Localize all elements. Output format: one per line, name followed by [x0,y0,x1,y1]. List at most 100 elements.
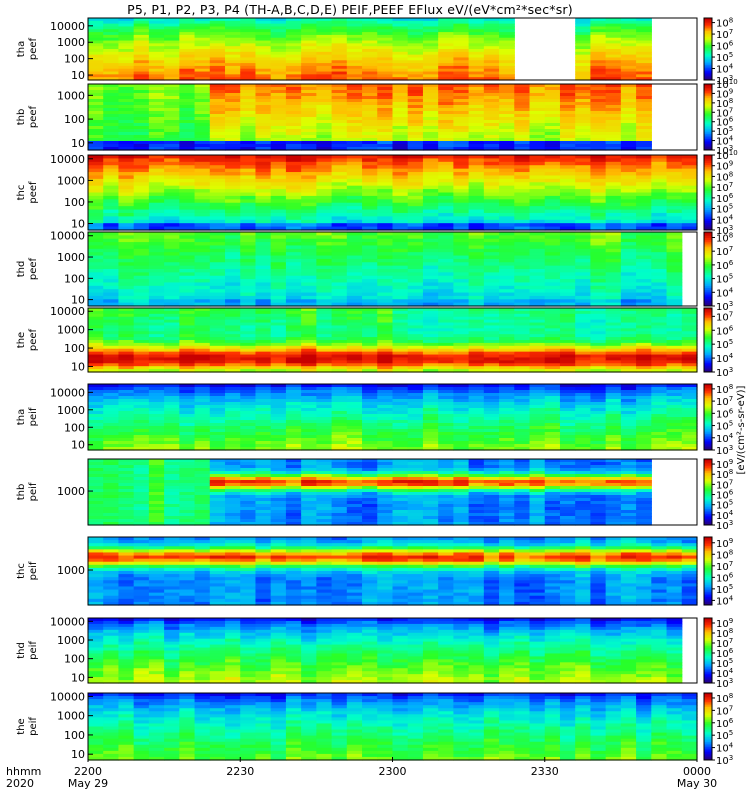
spectrogram-cell [590,426,607,430]
spectrogram-cell [346,248,363,253]
spectrogram-cell [377,387,394,391]
spectrogram-cell [316,132,333,136]
spectrogram-cell [209,342,226,347]
spectrogram-cell [316,282,333,287]
spectrogram-cell [179,126,196,130]
panel-probe-label: the [16,332,27,348]
spectrogram-cell [422,319,439,324]
spectrogram-cell [240,279,257,284]
spectrogram-cell [392,299,409,304]
spectrogram-cell [331,226,348,231]
spectrogram-cell [362,185,378,190]
spectrogram-cell [438,172,454,177]
spectrogram-cell [225,289,241,294]
spectrogram-cell [179,299,196,304]
spectrogram-cell [133,441,150,445]
spectrogram-cell [225,185,241,190]
spectrogram-cell [118,423,135,427]
spectrogram-cell [377,165,394,170]
spectrogram-cell [346,23,363,28]
spectrogram-cell [392,282,409,287]
spectrogram-cell [88,302,104,307]
spectrogram-cell [331,387,348,391]
spectrogram-cell [438,18,454,22]
spectrogram-cell [529,172,546,177]
spectrogram-cell [483,387,500,391]
spectrogram-cell [590,172,607,177]
spectrogram-cell [362,46,378,50]
spectrogram-cell [362,43,378,47]
spectrogram-cell [179,334,196,338]
spectrogram-cell [331,405,348,409]
spectrogram-cell [529,387,546,391]
spectrogram-cell [407,223,424,228]
spectrogram-cell [544,429,561,433]
spectrogram-cell [148,390,165,394]
spectrogram-cell [468,340,485,344]
spectrogram-cell [225,105,241,109]
spectrogram-cell [133,206,150,211]
spectrogram-cell [179,158,196,163]
spectrogram-cell [636,63,652,67]
spectrogram-cell [636,265,652,270]
spectrogram-cell [605,77,622,81]
spectrogram-cell [666,175,683,180]
spectrogram-cell [118,46,135,50]
spectrogram-cell [240,123,257,127]
spectrogram-cell [133,161,150,166]
spectrogram-cell [240,102,257,106]
spectrogram-cell [316,120,333,124]
spectrogram-cell [544,138,561,142]
spectrogram-cell [255,195,272,200]
spectrogram-cell [194,96,211,100]
spectrogram-cell [468,132,485,136]
spectrogram-cell [544,390,561,394]
spectrogram-cell [331,185,348,190]
spectrogram-cell [575,337,592,341]
spectrogram-cell [590,242,607,247]
spectrogram-cell [651,357,668,361]
spectrogram-cell [590,123,607,127]
spectrogram-cell [681,337,698,341]
spectrogram-cell [499,438,515,442]
spectrogram-cell [407,178,424,183]
spectrogram-cell [438,20,454,25]
spectrogram-cell [194,123,211,127]
spectrogram-cell [559,178,576,183]
spectrogram-cell [255,289,272,294]
spectrogram-cell [346,87,363,91]
spectrogram-cell [666,285,683,290]
spectrogram-cell [407,99,424,103]
spectrogram-cell [453,292,470,297]
spectrogram-cell [422,126,439,130]
spectrogram-cell [590,316,607,321]
spectrogram-cell [422,325,439,329]
spectrogram-cell [209,99,226,103]
spectrogram-cell [316,178,333,183]
spectrogram-cell [529,292,546,297]
spectrogram-cell [285,111,302,115]
spectrogram-cell [468,129,485,133]
spectrogram-cell [285,279,302,284]
spectrogram-cell [133,275,150,280]
spectrogram-cell [605,144,622,148]
spectrogram-cell [605,432,622,436]
spectrogram-cell [651,209,668,214]
spectrogram-cell [544,223,561,228]
spectrogram-cell [575,49,592,53]
spectrogram-cell [392,265,409,270]
spectrogram-cell [392,129,409,133]
spectrogram-cell [164,292,180,297]
spectrogram-cell [103,325,120,329]
spectrogram-cell [179,444,196,448]
spectrogram-cell [636,285,652,290]
spectrogram-cell [559,310,576,315]
spectrogram-cell [499,357,515,361]
spectrogram-cell [118,245,135,250]
spectrogram-cell [316,158,333,163]
spectrogram-cell [575,132,592,136]
spectrogram-cell [422,444,439,448]
spectrogram-cell [316,57,333,61]
spectrogram-cell [331,435,348,439]
spectrogram-cell [453,429,470,433]
